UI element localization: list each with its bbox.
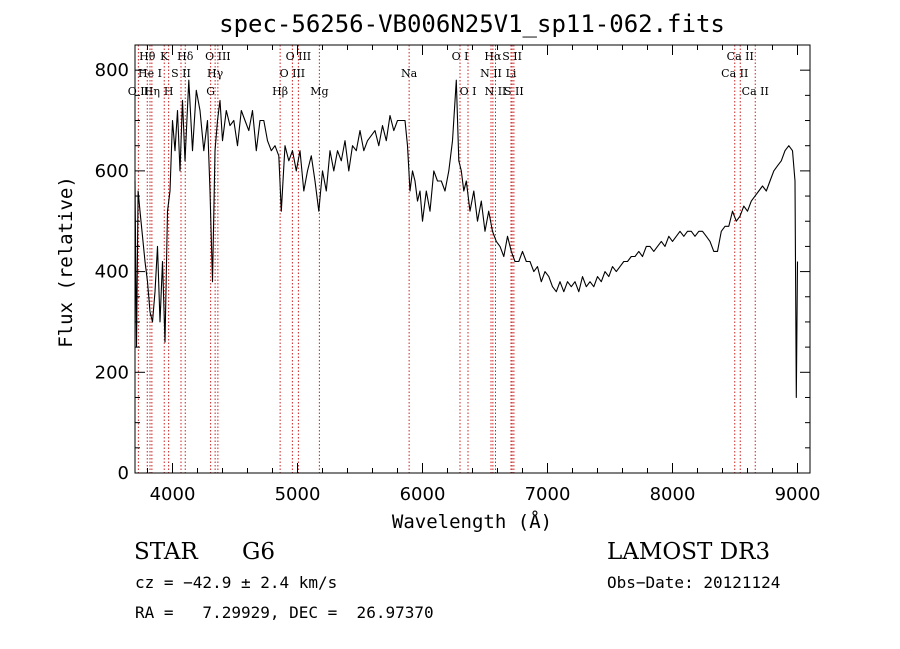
- line-label-20: N II: [485, 85, 507, 98]
- emission-line-markers: [137, 45, 756, 473]
- y-tick-label: 400: [95, 262, 129, 283]
- line-label-23: S II: [504, 85, 524, 98]
- line-label-4: K: [160, 50, 169, 63]
- line-label-8: O III: [205, 50, 231, 63]
- x-tick-label: 5000: [275, 484, 321, 505]
- coordinates: RA = 7.29929, DEC = 26.97370: [135, 603, 434, 622]
- y-axis-ticks: 0 200 400 600 800: [95, 44, 810, 484]
- y-tick-label: 600: [95, 161, 129, 182]
- x-tick-label: 6000: [400, 484, 446, 505]
- object-class: STAR: [134, 539, 198, 565]
- line-label-2: He I: [138, 67, 162, 80]
- line-label-9: Hγ: [207, 67, 224, 80]
- line-label-17: O I: [460, 85, 477, 98]
- line-label-16: O I: [452, 50, 469, 63]
- line-label-18: Hα: [484, 50, 502, 63]
- y-tick-label: 0: [118, 463, 129, 484]
- redshift-readout: cz = −42.9 ± 2.4 km/s: [135, 573, 338, 592]
- x-axis-label: Wavelength (Å): [392, 510, 552, 533]
- line-label-12: O III: [286, 50, 312, 63]
- line-label-1: Hθ: [139, 50, 156, 63]
- plot-frame: [134, 44, 811, 474]
- y-axis-label: Flux (relative): [55, 176, 77, 348]
- line-label-26: Ca II: [742, 85, 769, 98]
- survey-name: LAMOST DR3: [607, 539, 771, 565]
- y-tick-label: 800: [95, 60, 129, 81]
- chart-title: spec-56256-VB006N25V1_sp11-062.fits: [219, 10, 725, 38]
- line-label-7: Hδ: [177, 50, 194, 63]
- x-tick-label: 4000: [150, 484, 196, 505]
- line-label-22: Li: [506, 67, 517, 80]
- line-label-14: Mg: [310, 85, 328, 98]
- x-tick-label: 7000: [525, 484, 571, 505]
- y-tick-label: 200: [95, 362, 129, 383]
- obs-date: Obs−Date: 20121124: [607, 573, 781, 592]
- line-label-10: G: [206, 85, 215, 98]
- line-label-15: Na: [401, 67, 418, 80]
- spectrum-series-line: [134, 79, 799, 399]
- line-label-24: Ca II: [727, 50, 754, 63]
- x-tick-label: 9000: [775, 484, 821, 505]
- line-label-5: S II: [171, 67, 191, 80]
- line-label-13: O III: [280, 67, 306, 80]
- line-label-21: S II: [502, 50, 522, 63]
- line-label-19: N II: [480, 67, 502, 80]
- line-label-25: Ca II: [721, 67, 748, 80]
- line-label-6: H: [164, 85, 174, 98]
- x-axis-ticks: 4000 5000 6000 7000 8000 9000: [147, 45, 821, 505]
- line-label-11: Hβ: [272, 85, 288, 98]
- line-label-0: O II: [128, 85, 149, 98]
- x-tick-label: 8000: [650, 484, 696, 505]
- object-subclass: G6: [242, 539, 276, 565]
- line-label-3: Hη: [144, 85, 160, 98]
